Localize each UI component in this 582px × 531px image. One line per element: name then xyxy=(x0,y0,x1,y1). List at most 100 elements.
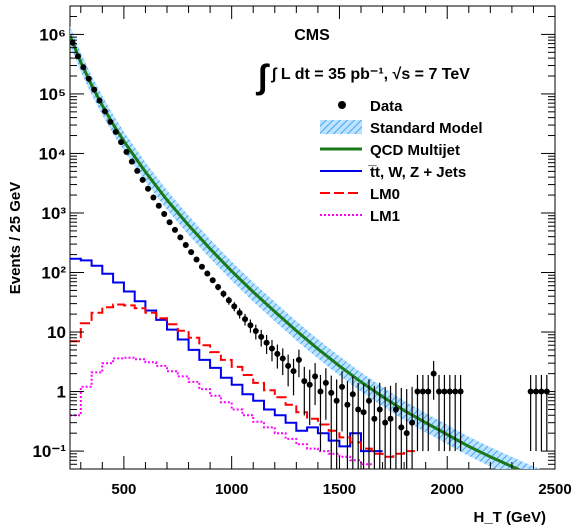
legend-marker-data xyxy=(338,101,346,109)
data-point xyxy=(333,397,340,404)
data-point xyxy=(155,202,162,209)
data-point xyxy=(220,290,227,297)
series-ttbar-w-z-jets xyxy=(70,257,383,453)
data-point xyxy=(457,388,464,395)
series-qcd-multijet xyxy=(70,35,522,469)
data-point xyxy=(274,350,281,357)
y-tick-label: 1 xyxy=(57,383,66,402)
data-point xyxy=(360,409,367,416)
data-point xyxy=(425,388,432,395)
data-point xyxy=(263,339,270,346)
data-point xyxy=(123,148,130,155)
data-point xyxy=(312,373,319,380)
data-point xyxy=(403,430,410,437)
data-point xyxy=(225,297,232,304)
data-point xyxy=(258,333,265,340)
data-point xyxy=(91,86,98,93)
data-point xyxy=(118,139,125,146)
axes: 500 1000 1500 2000 2500 10⁻¹ 1 10 10² 10³ 10⁴ 10⁵ 10… xyxy=(32,5,572,498)
y-tick-label: 10⁻¹ xyxy=(32,442,66,461)
luminosity-label: ∫ L dt = 35 pb⁻¹, √s = 7 TeV xyxy=(270,66,470,83)
data-point xyxy=(306,381,313,388)
experiment-label: CMS xyxy=(294,27,330,44)
data-point xyxy=(387,415,394,422)
x-tick-label: 2500 xyxy=(538,481,571,498)
data-point xyxy=(236,309,243,316)
data-point xyxy=(376,406,383,413)
data-point xyxy=(188,249,195,256)
data-marks xyxy=(70,26,550,469)
data-point xyxy=(436,388,443,395)
data-point xyxy=(215,284,222,291)
data-point xyxy=(441,388,448,395)
plot-area: 500 1000 1500 2000 2500 10⁻¹ 1 10 10² 10³ 10⁴ 10⁵ 10… xyxy=(32,5,572,498)
y-tick-label: 10³ xyxy=(41,204,66,223)
data-point xyxy=(414,388,421,395)
data-point xyxy=(247,322,254,329)
data-point xyxy=(285,362,292,369)
data-point xyxy=(349,391,356,398)
data-point xyxy=(150,194,157,201)
plot-frame xyxy=(69,5,556,470)
data-point xyxy=(85,75,92,82)
data-point xyxy=(101,108,108,115)
y-tick-label: 10⁴ xyxy=(39,144,66,163)
data-point xyxy=(134,167,141,174)
data-point xyxy=(112,128,119,135)
data-point xyxy=(209,277,216,284)
data-point xyxy=(242,316,249,323)
y-tick-label: 10² xyxy=(41,264,66,283)
x-tick-label: 500 xyxy=(111,481,136,498)
legend-label: LM1 xyxy=(370,208,400,225)
data-point xyxy=(70,39,76,46)
data-point xyxy=(328,389,335,396)
data-point xyxy=(419,388,426,395)
y-tick-label: 10 xyxy=(47,323,66,342)
legend-label: LM0 xyxy=(370,186,400,203)
data-point xyxy=(166,219,173,226)
data-point xyxy=(295,356,302,363)
data-point xyxy=(231,303,238,310)
legend-item: t̅t, W, Z + Jets xyxy=(320,164,466,181)
data-point xyxy=(252,328,259,335)
legend-item: QCD Multijet xyxy=(320,142,460,159)
y-tick-label: 10⁶ xyxy=(39,25,66,44)
data-point xyxy=(398,424,405,431)
data-point xyxy=(430,370,437,377)
data-point xyxy=(279,355,286,362)
data-point xyxy=(198,263,205,270)
y-tick-label: 10⁵ xyxy=(39,85,66,104)
data-point xyxy=(355,406,362,413)
legend-label: t̅t, W, Z + Jets xyxy=(367,164,466,181)
data-point xyxy=(365,397,372,404)
data-point xyxy=(290,368,297,375)
data-point xyxy=(527,388,534,395)
data-point xyxy=(344,401,351,408)
data-point xyxy=(392,406,399,413)
data-point xyxy=(339,383,346,390)
data-point xyxy=(204,270,211,277)
legend: ∫ Data Standard Model QCD Multijet t̅t, W, Z… xyxy=(255,58,483,225)
data-point xyxy=(301,378,308,385)
data-point xyxy=(452,388,459,395)
integral-sign-icon: ∫ xyxy=(255,58,270,96)
data-point xyxy=(446,388,453,395)
data-point xyxy=(80,64,87,71)
data-point xyxy=(182,241,189,248)
x-tick-label: 1500 xyxy=(323,481,356,498)
legend-label: Data xyxy=(370,98,403,115)
data-point xyxy=(533,388,540,395)
x-tick-label: 2000 xyxy=(431,481,464,498)
data-point xyxy=(177,234,184,241)
series-lm1 xyxy=(70,356,372,466)
y-axis-title: Events / 25 GeV xyxy=(7,182,24,295)
data-point xyxy=(171,226,178,233)
data-point xyxy=(371,415,378,422)
data-point xyxy=(322,379,329,386)
data-point xyxy=(409,419,416,426)
data-point xyxy=(382,419,389,426)
legend-label: Standard Model xyxy=(370,120,483,137)
data-point xyxy=(96,97,103,104)
legend-item: LM0 xyxy=(320,186,400,203)
